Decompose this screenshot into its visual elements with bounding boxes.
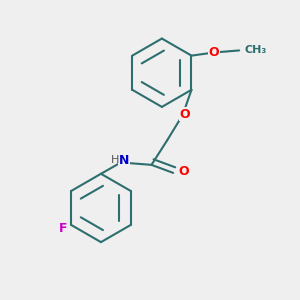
Text: F: F — [59, 222, 67, 235]
Text: CH₃: CH₃ — [244, 45, 267, 56]
Text: O: O — [208, 46, 219, 59]
Text: H: H — [111, 154, 120, 164]
Text: O: O — [178, 166, 189, 178]
Text: O: O — [180, 107, 190, 121]
Text: N: N — [119, 154, 129, 167]
